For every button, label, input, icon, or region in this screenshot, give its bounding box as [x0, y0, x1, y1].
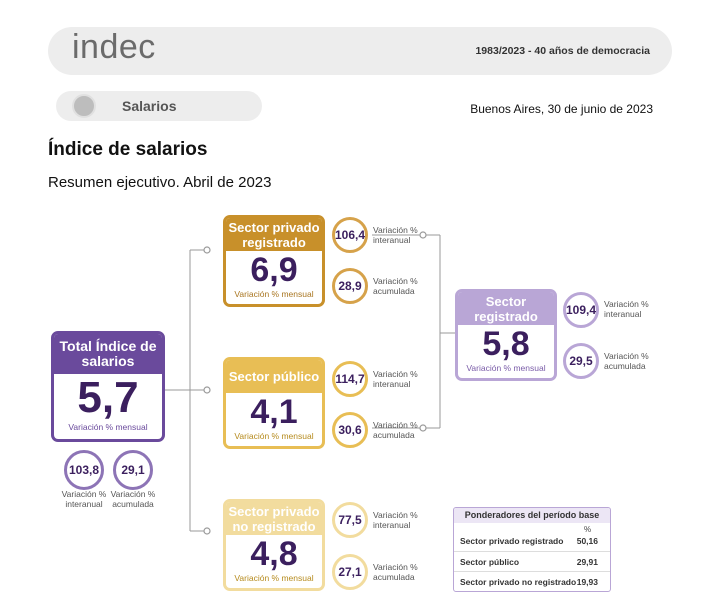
total-acumulada-circle: 29,1	[113, 450, 153, 490]
public-sector-caption: Variación % mensual	[234, 431, 314, 441]
total-interanual-circle: 103,8	[64, 450, 104, 490]
page-title: Índice de salarios	[48, 139, 208, 160]
total-index-card: Total Índice de salarios 5,7 Variación %…	[51, 331, 165, 442]
public-acumulada-circle: 30,6	[332, 412, 368, 448]
page-subtitle: Resumen ejecutivo. Abril de 2023	[48, 174, 272, 191]
weights-row-value: 19,93	[576, 577, 598, 587]
hands-emblem-icon	[72, 94, 96, 118]
total-interanual-label: Variación % interanual	[61, 489, 107, 509]
private-registered-acumulada-circle: 28,9	[332, 268, 368, 304]
registered-interanual-label: Variación % interanual	[604, 299, 649, 319]
private-unregistered-value: 4,8	[250, 535, 298, 573]
weights-row-label: Sector público	[460, 557, 520, 567]
private-unregistered-card: Sector privado no registrado 4,8 Variaci…	[223, 499, 325, 591]
table-row: Sector privado registrado 50,16	[454, 531, 610, 551]
registered-acumulada-label: Variación % acumulada	[604, 351, 649, 371]
weights-row-value: 50,16	[576, 536, 598, 546]
registered-sector-title: Sector registrado	[458, 292, 554, 325]
private-unregistered-caption: Variación % mensual	[234, 573, 314, 583]
weights-row-value: 29,91	[576, 557, 598, 567]
public-sector-title: Sector público	[226, 360, 322, 393]
registered-sector-card: Sector registrado 5,8 Variación % mensua…	[455, 289, 557, 381]
public-interanual-circle: 114,7	[332, 361, 368, 397]
public-acumulada-label: Variación % acumulada	[373, 420, 418, 440]
total-index-title: Total Índice de salarios	[54, 334, 162, 374]
section-label: Salarios	[122, 98, 177, 114]
private-registered-interanual-circle: 106,4	[332, 217, 368, 253]
private-registered-title: Sector privado registrado	[226, 218, 322, 251]
unregistered-acumulada-label: Variación % acumulada	[373, 562, 418, 582]
unregistered-interanual-label: Variación % interanual	[373, 510, 418, 530]
weights-row-label: Sector privado no registrado	[460, 577, 577, 587]
weights-table-unit: %	[584, 525, 592, 534]
private-registered-card: Sector privado registrado 6,9 Variación …	[223, 215, 325, 307]
total-acumulada-label: Variación % acumulada	[110, 489, 156, 509]
weights-table-title: Ponderadores del período base	[454, 508, 610, 523]
indec-logo: indec	[72, 28, 156, 66]
private-registered-value: 6,9	[250, 251, 298, 289]
public-sector-value: 4,1	[250, 393, 298, 431]
header-motto: 1983/2023 - 40 años de democracia	[475, 45, 650, 57]
registered-sector-caption: Variación % mensual	[466, 363, 546, 373]
registered-sector-value: 5,8	[482, 325, 530, 363]
weights-row-label: Sector privado registrado	[460, 536, 564, 546]
report-date: Buenos Aires, 30 de junio de 2023	[470, 102, 653, 116]
header-bar	[48, 27, 672, 75]
unregistered-acumulada-circle: 27,1	[332, 554, 368, 590]
table-row: Sector privado no registrado 19,93	[454, 571, 610, 591]
weights-table: Ponderadores del período base % Sector p…	[453, 507, 611, 592]
registered-acumulada-circle: 29,5	[563, 343, 599, 379]
private-unregistered-title: Sector privado no registrado	[226, 502, 322, 535]
table-row: Sector público 29,91	[454, 551, 610, 571]
public-interanual-label: Variación % interanual	[373, 369, 418, 389]
private-registered-acumulada-label: Variación % acumulada	[373, 276, 418, 296]
registered-interanual-circle: 109,4	[563, 292, 599, 328]
private-registered-caption: Variación % mensual	[234, 289, 314, 299]
unregistered-interanual-circle: 77,5	[332, 502, 368, 538]
private-registered-interanual-label: Variación % interanual	[373, 225, 418, 245]
public-sector-card: Sector público 4,1 Variación % mensual	[223, 357, 325, 449]
total-index-caption: Variación % mensual	[68, 422, 148, 432]
total-index-value: 5,7	[77, 373, 139, 422]
